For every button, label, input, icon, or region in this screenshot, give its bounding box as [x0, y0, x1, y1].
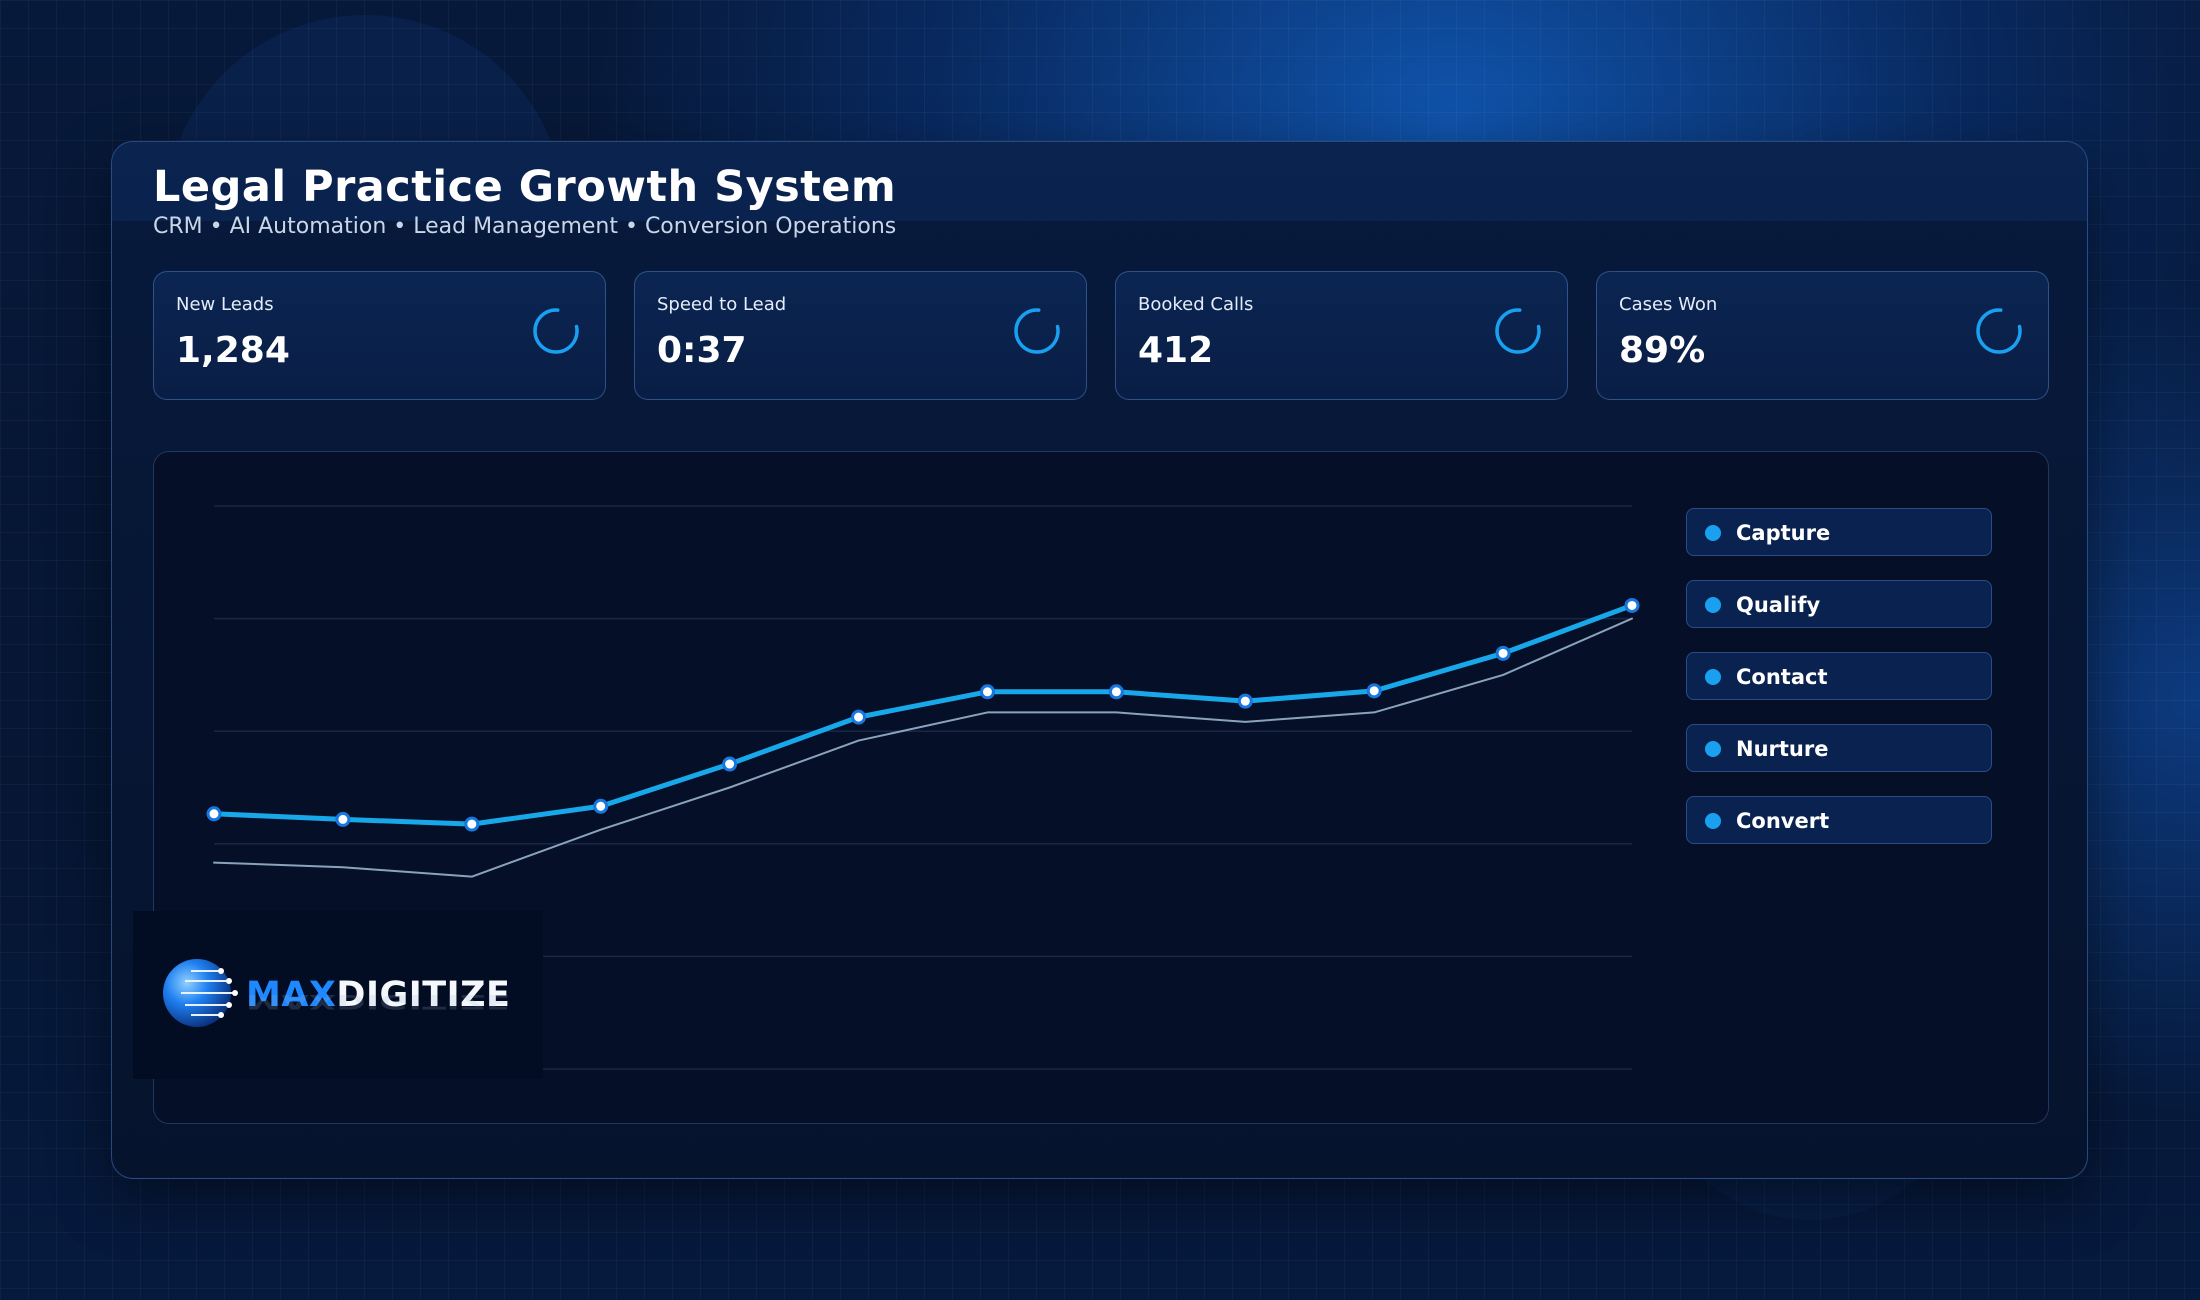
chart-point[interactable]	[335, 811, 351, 827]
stat-card-cases-won: Cases Won 89%	[1596, 271, 2049, 400]
stat-value: 412	[1138, 330, 1214, 371]
chart-point[interactable]	[722, 756, 738, 772]
refresh-icon	[1014, 308, 1060, 354]
chart-point[interactable]	[979, 684, 995, 700]
stat-value: 89%	[1619, 330, 1706, 371]
stat-value: 1,284	[176, 330, 290, 371]
refresh-icon	[1976, 308, 2022, 354]
legend-label: Qualify	[1736, 593, 1821, 617]
legend-label: Contact	[1736, 665, 1828, 689]
refresh-icon	[1495, 308, 1541, 354]
chart-point[interactable]	[851, 709, 867, 725]
globe-circuit-icon	[163, 959, 238, 1027]
maxdigitize-logo: MAXDIGITIZE MAXDIGITIZE	[133, 911, 543, 1079]
chart-point[interactable]	[464, 816, 480, 832]
stat-card-booked-calls: Booked Calls 412	[1115, 271, 1568, 400]
legend-label: Convert	[1736, 809, 1830, 833]
chart-point[interactable]	[1237, 693, 1253, 709]
legend-item-capture[interactable]: Capture	[1686, 508, 1992, 556]
chart-point[interactable]	[1108, 684, 1124, 700]
stat-label: Speed to Lead	[657, 294, 787, 315]
primary-series-line	[211, 602, 1635, 827]
logo-reflection: MAXDIGITIZE	[246, 990, 511, 1012]
chart-point[interactable]	[593, 798, 609, 814]
panel-header	[112, 142, 2087, 221]
legend-item-contact[interactable]: Contact	[1686, 652, 1992, 700]
legend-item-qualify[interactable]: Qualify	[1686, 580, 1992, 628]
stat-label: Cases Won	[1619, 294, 1718, 315]
stat-label: Booked Calls	[1138, 294, 1254, 315]
legend-dot-icon	[1705, 741, 1721, 757]
legend-dot-icon	[1705, 525, 1721, 541]
stat-card-speed-to-lead: Speed to Lead 0:37	[634, 271, 1087, 400]
page-subtitle: CRM • AI Automation • Lead Management • …	[153, 214, 897, 239]
chart-point[interactable]	[206, 806, 222, 822]
legend-item-convert[interactable]: Convert	[1686, 796, 1992, 844]
chart-point[interactable]	[1495, 645, 1511, 661]
stat-label: New Leads	[176, 294, 274, 315]
legend-dot-icon	[1705, 597, 1721, 613]
page-title: Legal Practice Growth System	[153, 162, 897, 212]
stat-card-new-leads: New Leads 1,284	[153, 271, 606, 400]
chart-point[interactable]	[1366, 683, 1382, 699]
stat-value: 0:37	[657, 330, 747, 371]
secondary-series-line	[213, 617, 1633, 878]
legend-label: Capture	[1736, 521, 1831, 545]
legend-label: Nurture	[1736, 737, 1829, 761]
line-chart	[206, 505, 1640, 1070]
refresh-icon	[533, 308, 579, 354]
legend-item-nurture[interactable]: Nurture	[1686, 724, 1992, 772]
legend-dot-icon	[1705, 669, 1721, 685]
chart-point[interactable]	[1624, 597, 1640, 613]
logo-wordmark: MAXDIGITIZE	[246, 975, 511, 1015]
legend-dot-icon	[1705, 813, 1721, 829]
